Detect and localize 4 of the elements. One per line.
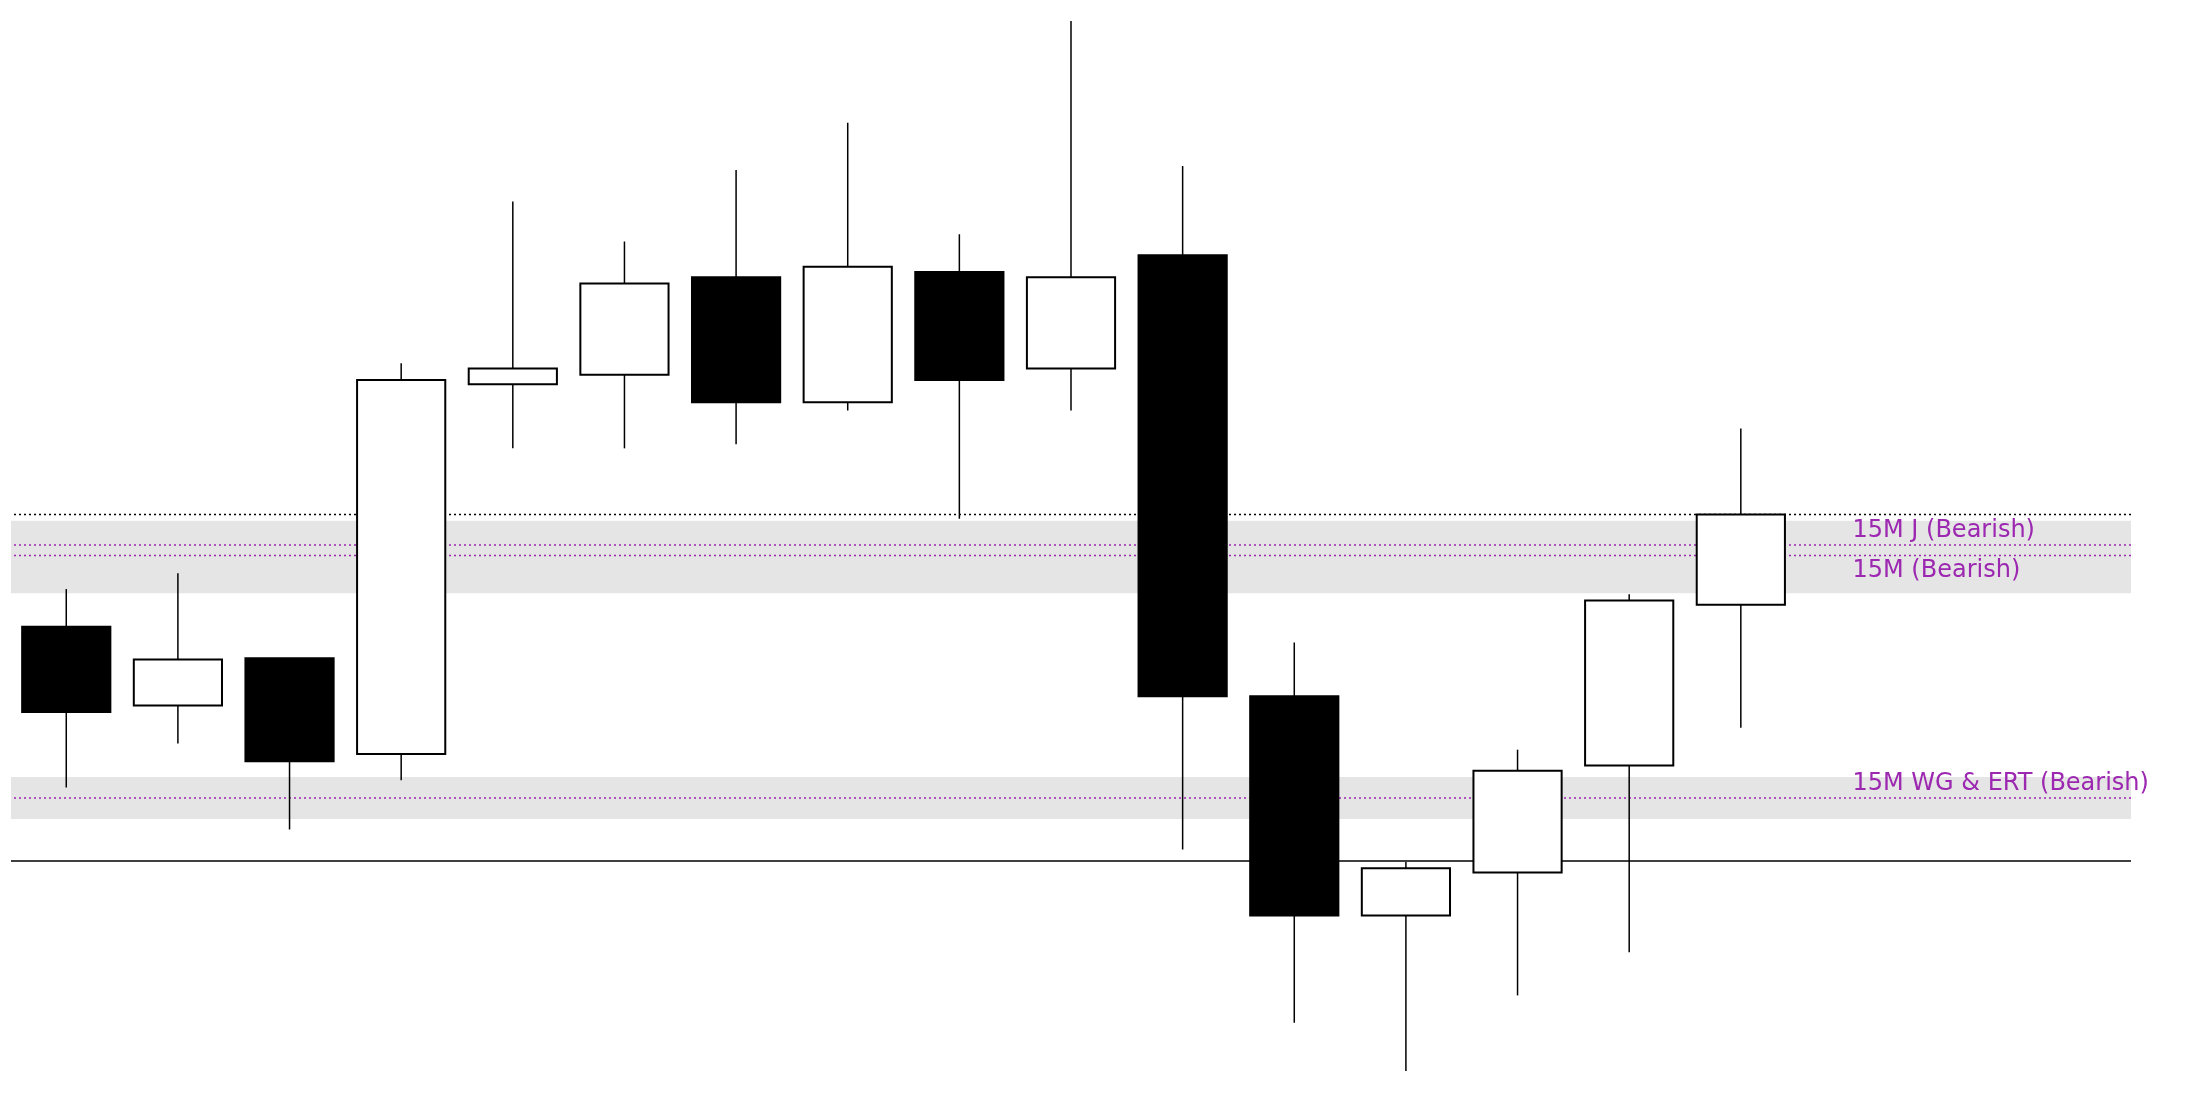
ref-line-label: 15M J (Bearish) <box>1852 514 2035 543</box>
ref-line-label: 15M WG & ERT (Bearish) <box>1852 768 2149 796</box>
ref-line-label: 15M (Bearish) <box>1852 555 2021 584</box>
candlestick <box>467 200 558 450</box>
